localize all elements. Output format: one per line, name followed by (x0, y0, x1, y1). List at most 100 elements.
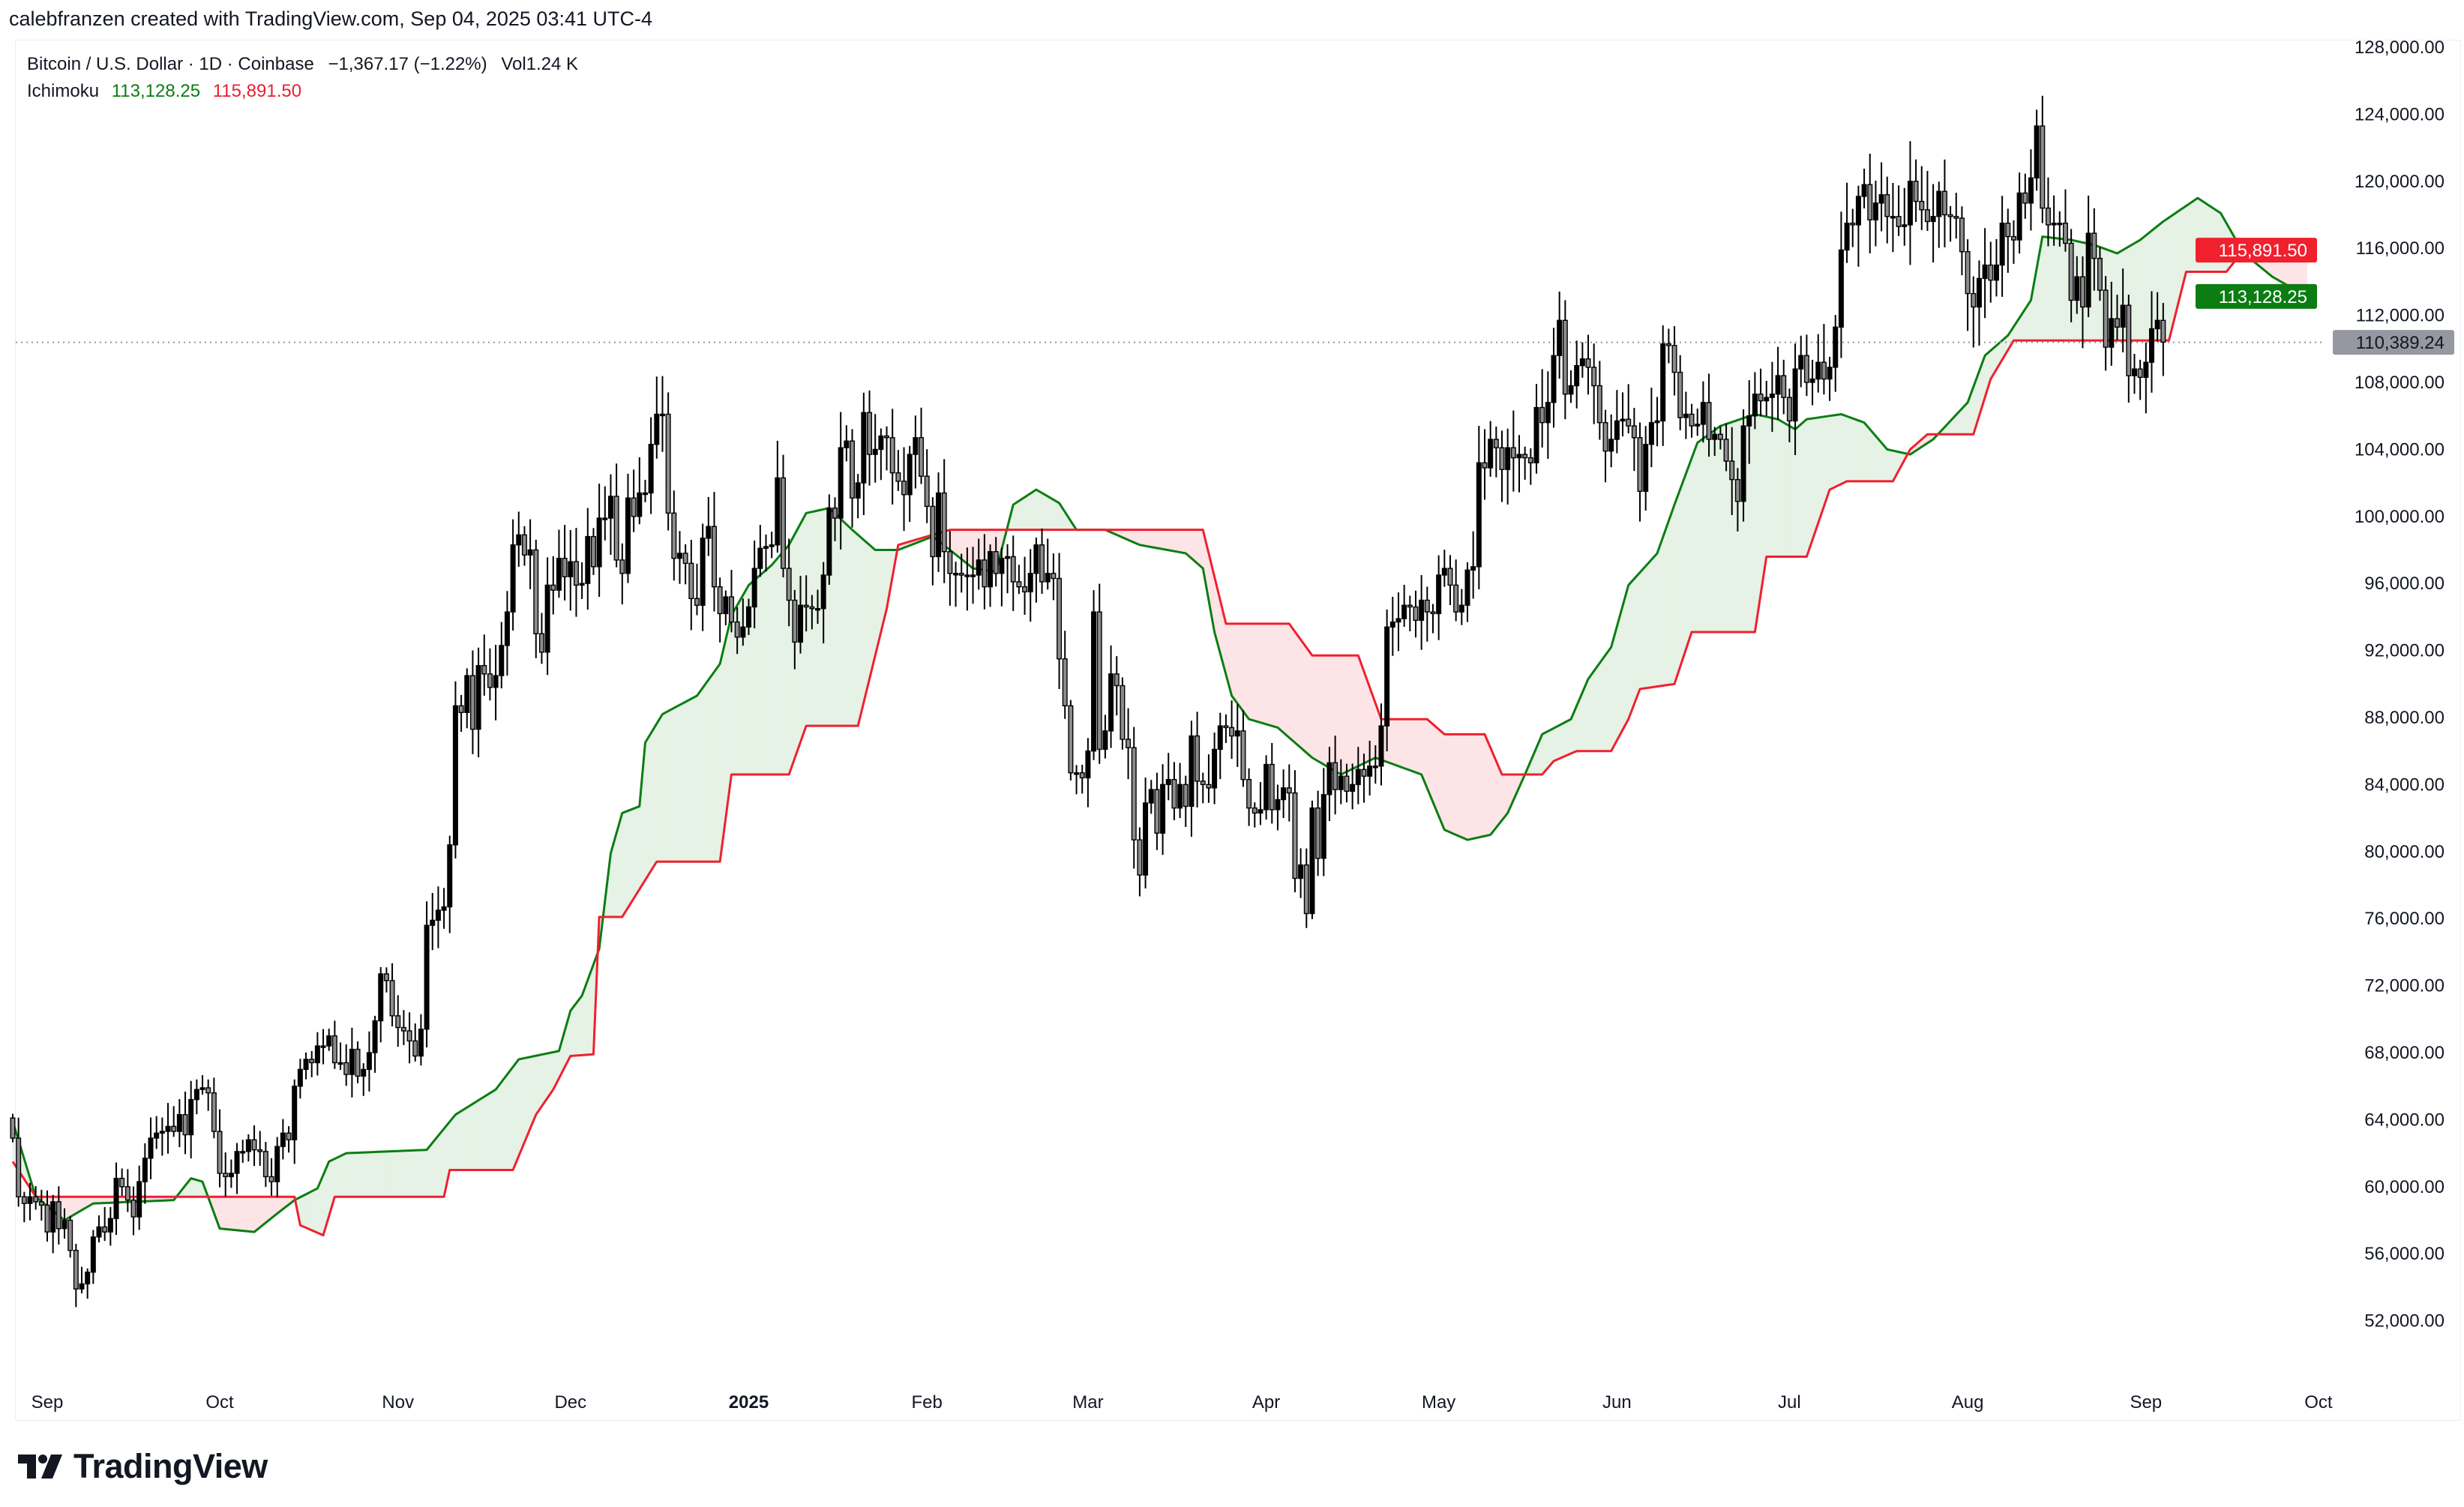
candle (1971, 276, 1977, 348)
candle (1683, 391, 1689, 439)
candle (1574, 340, 1580, 409)
candle (274, 1137, 280, 1197)
candle-body (1700, 402, 1706, 425)
candle (400, 1010, 406, 1045)
candle-body (1102, 730, 1108, 751)
candle (1148, 780, 1154, 814)
candle (2022, 173, 2028, 219)
cloud-segment (1841, 414, 1848, 485)
symbol-legend-row[interactable]: Bitcoin / U.S. Dollar · 1D · Coinbase −1… (27, 51, 578, 78)
cloud-segment (811, 510, 818, 727)
candle-body (50, 1201, 56, 1233)
candle (395, 995, 401, 1047)
candle-body (1108, 673, 1114, 732)
candle-body (1424, 599, 1430, 613)
candle (1045, 538, 1051, 590)
cloud-segment (1145, 529, 1152, 547)
candle-body (1953, 216, 1959, 219)
candle (2062, 189, 2068, 252)
candle-body (148, 1137, 154, 1159)
candle-body (171, 1125, 177, 1132)
candle (303, 1052, 309, 1080)
indicator-legend-row[interactable]: Ichimoku 113,128.25 115,891.50 (27, 78, 578, 105)
candle-body (1665, 343, 1671, 346)
candle (1758, 368, 1764, 417)
candle-body (90, 1236, 96, 1273)
candle (211, 1077, 217, 1139)
candle (964, 547, 970, 611)
candle (648, 417, 654, 514)
candle (1223, 714, 1229, 744)
candle (585, 508, 591, 610)
candle (590, 528, 596, 575)
candle-body (889, 437, 895, 474)
candle-body (671, 512, 677, 559)
candle-body (1976, 277, 1982, 308)
cloud-segment (1242, 623, 1249, 721)
cloud-segment (236, 1196, 244, 1231)
candle-body (1522, 454, 1528, 459)
span-b-value: 115,891.50 (212, 81, 302, 101)
candle-body (706, 526, 712, 539)
cloud-segment (852, 529, 859, 727)
candle (850, 429, 856, 528)
candle (1740, 409, 1746, 522)
candle (1079, 765, 1085, 794)
candle (366, 1031, 372, 1092)
candle (1959, 206, 1965, 276)
candle (1764, 380, 1770, 416)
cloud-segment (478, 1096, 485, 1170)
cloud-segment (1288, 622, 1296, 744)
candle (1062, 631, 1068, 719)
candle (1114, 656, 1120, 716)
cloud-segment (2048, 237, 2055, 341)
candle (654, 376, 660, 459)
candle-body (67, 1219, 73, 1251)
candle-body (1855, 196, 1861, 226)
candle-body (1689, 413, 1695, 427)
candle (452, 681, 458, 858)
candle (1286, 764, 1292, 822)
candle-body (953, 573, 959, 576)
candle (1200, 772, 1206, 804)
cloud-segment (352, 1152, 358, 1197)
cloud-segment (1271, 623, 1278, 728)
candle (901, 447, 907, 532)
candle-body (1361, 768, 1367, 777)
candle-body (562, 557, 568, 577)
cloud-segment (1783, 422, 1790, 557)
candle (919, 407, 925, 484)
candle (826, 494, 832, 585)
candle (1085, 738, 1091, 807)
candle-body (1775, 375, 1781, 395)
cloud-segment (231, 1196, 238, 1231)
cloud-segment (1180, 529, 1186, 554)
candle-body (1309, 807, 1315, 915)
candle-body (395, 1015, 401, 1029)
candle-body (1154, 789, 1160, 834)
candle (297, 1059, 303, 1099)
candle-body (1999, 222, 2005, 266)
candle-body (792, 599, 798, 643)
cloud-segment (1749, 414, 1755, 633)
candle-body (740, 626, 746, 638)
candle (1712, 427, 1718, 457)
candle-body (1717, 433, 1723, 440)
span-a-value: 113,128.25 (111, 81, 201, 101)
cloud-segment (1800, 418, 1807, 557)
candle (1620, 392, 1626, 437)
candle-body (2005, 222, 2011, 238)
candle (1878, 162, 1884, 232)
candle-body (1803, 355, 1809, 383)
candle-body (2010, 235, 2016, 241)
candle-body (424, 924, 430, 1030)
cloud-segment (346, 1152, 352, 1197)
candle (223, 1152, 229, 1197)
candle-body (1286, 787, 1292, 794)
tradingview-logo[interactable]: TradingView (18, 1447, 268, 1486)
candle (1229, 700, 1235, 759)
candle (1596, 361, 1602, 440)
candle-body (38, 1201, 44, 1206)
cloud-segment (449, 1113, 456, 1170)
